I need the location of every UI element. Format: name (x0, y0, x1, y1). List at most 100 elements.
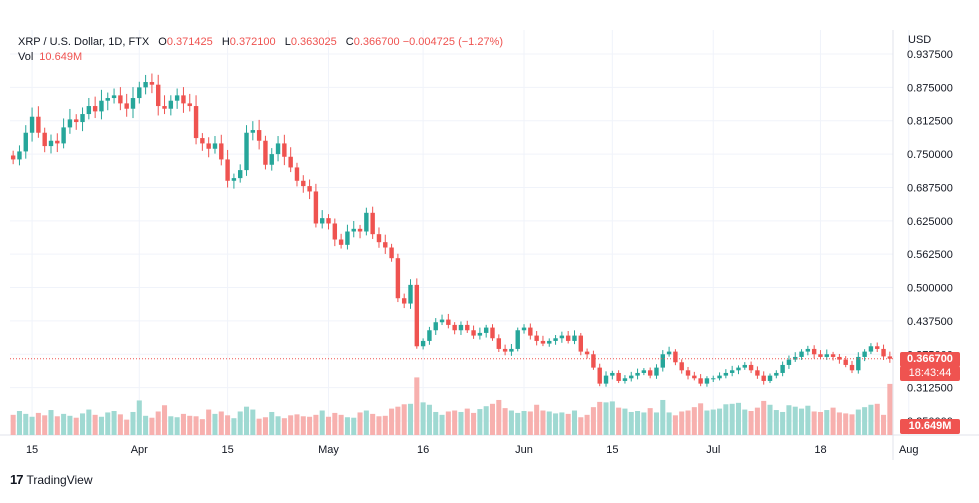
volume-bar (704, 410, 710, 435)
volume-bar (685, 410, 691, 435)
candle-body (294, 167, 300, 181)
volume-bar (849, 414, 855, 435)
candle-body (174, 95, 180, 101)
volume-bar (616, 407, 622, 435)
volume-bar (862, 407, 868, 435)
candle-body (181, 95, 186, 104)
candle-body (149, 82, 155, 85)
volume-bar (67, 415, 73, 435)
footer-branding[interactable]: 17 TradingView (10, 472, 93, 487)
x-tick-label: 15 (606, 444, 618, 456)
candle-body (92, 106, 98, 112)
y-tick-label: 0.812500 (907, 116, 953, 128)
candle-body (597, 367, 602, 384)
candle-body (685, 370, 691, 376)
volume-bar (225, 415, 231, 435)
volume-bar (843, 413, 849, 435)
y-tick-label: 0.500000 (907, 283, 953, 295)
candle-body (471, 330, 476, 336)
volume-bar (243, 406, 250, 435)
volume-bar (452, 410, 458, 435)
candle-body (345, 231, 350, 245)
candle-body (477, 332, 483, 336)
candle-body (830, 354, 836, 357)
volume-bar (86, 409, 92, 435)
candle-body (288, 156, 293, 168)
volume-bar (73, 417, 79, 435)
x-tick-label: Jul (706, 444, 720, 456)
candle-body (647, 370, 653, 376)
candle-body (23, 132, 28, 152)
candle-body (219, 143, 224, 160)
candle-body (736, 367, 741, 371)
candle-body (528, 327, 533, 336)
y-tick-label: 0.687500 (907, 182, 953, 194)
volume-bar (218, 411, 224, 435)
volume-bar (679, 411, 685, 435)
volume-bar (174, 417, 180, 435)
candle-body (244, 132, 249, 171)
candle-body (610, 372, 615, 376)
volume-bar (534, 404, 540, 435)
low-label: L (284, 36, 291, 48)
volume-bar (496, 399, 502, 435)
candle-body (338, 239, 344, 245)
candle-body (414, 284, 420, 347)
volume-bar (578, 417, 584, 435)
vol-label[interactable]: Vol (18, 51, 34, 63)
candle-body (256, 130, 262, 141)
candle-body (326, 218, 331, 224)
candle-body (446, 319, 451, 325)
candle-body (275, 143, 281, 155)
volume-bar (590, 407, 596, 435)
candle-body (282, 143, 287, 157)
candle-body (130, 98, 136, 109)
currency-label[interactable]: USD (908, 34, 932, 46)
candle-body (263, 140, 268, 165)
candle-body (439, 319, 445, 323)
volume-bar (836, 412, 842, 435)
y-tick-label: 0.437500 (907, 316, 953, 328)
volume-bar (811, 411, 817, 435)
volume-bar (332, 412, 338, 435)
candle-body (742, 364, 747, 368)
candle-body (408, 284, 413, 304)
volume-bar (143, 415, 149, 435)
volume-bar (792, 406, 798, 435)
candle-body (238, 170, 243, 179)
candle-body (515, 330, 520, 349)
candle-body (824, 354, 829, 357)
volume-bar (155, 411, 161, 435)
volume-bar (483, 406, 489, 435)
candle-body (319, 218, 325, 224)
symbol-label[interactable]: XRP / U.S. Dollar, 1D, FTX (18, 36, 150, 48)
candle-body (603, 375, 609, 384)
candle-body (767, 375, 773, 381)
volume-bar (748, 411, 754, 435)
volume-bar (824, 410, 830, 435)
candle-body (811, 348, 817, 355)
volume-bar (29, 416, 35, 435)
candle-body (679, 362, 684, 371)
candle-body (420, 340, 426, 347)
last-price-tag: 0.366700 (900, 352, 960, 367)
candle-body (55, 140, 60, 144)
candle-body (193, 106, 199, 139)
candle-body (502, 348, 508, 352)
close-label: C (345, 36, 354, 48)
candle-body (868, 346, 874, 352)
volume-bar (458, 411, 464, 435)
volume-bar (559, 412, 565, 435)
ohlc-legend: XRP / U.S. Dollar, 1D, FTX O0.371425 H0.… (18, 34, 503, 50)
candle-body (162, 106, 167, 109)
tradingview-logo-icon: 17 (10, 472, 24, 487)
candle-body (427, 330, 432, 341)
volume-bar (660, 399, 666, 435)
volume-bar (603, 402, 609, 435)
volume-bar (609, 401, 615, 435)
candle-body (206, 143, 211, 149)
candle-body (837, 356, 842, 360)
candle-body (805, 348, 811, 352)
